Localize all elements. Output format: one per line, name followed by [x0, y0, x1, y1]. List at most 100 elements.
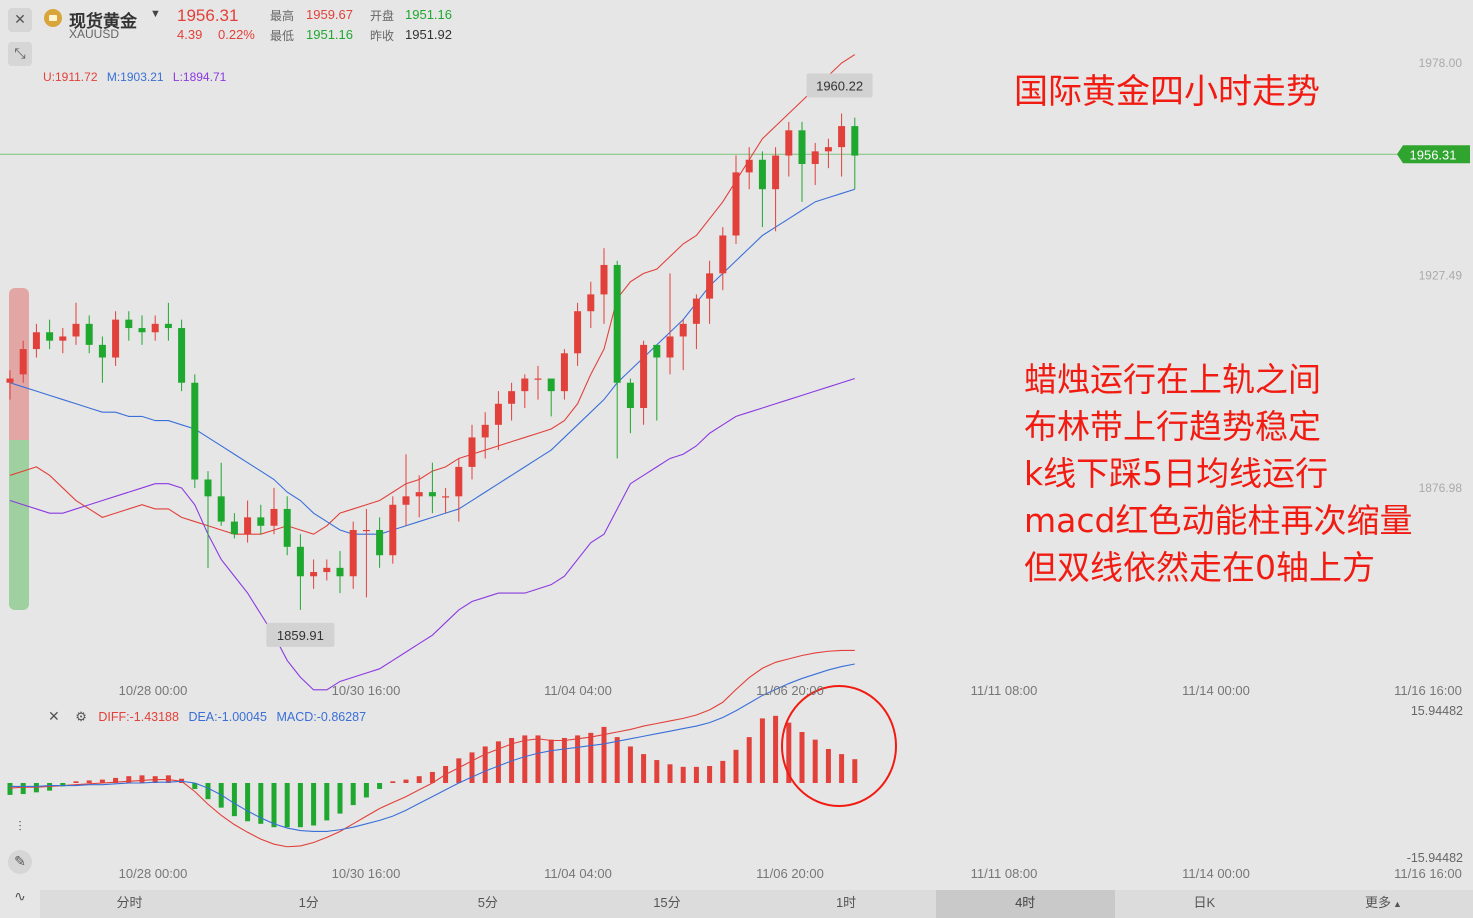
macd-histogram-bar [654, 760, 660, 783]
chevron-down-icon[interactable]: ▼ [150, 8, 161, 20]
close-icon[interactable]: ✕ [48, 708, 60, 724]
macd-x-axis-tick: 10/30 16:00 [332, 866, 401, 881]
macd-histogram-bar [693, 766, 699, 783]
candle-body [72, 323, 80, 337]
x-axis-tick: 11/06 20:00 [756, 683, 824, 698]
macd-dea-line [10, 663, 855, 833]
macd-histogram-bar [324, 783, 330, 821]
macd-x-axis-tick: 11/11 08:00 [971, 866, 1038, 881]
high-marker-label: 1960.22 [816, 78, 863, 93]
macd-histogram-bar [786, 722, 792, 783]
macd-histogram-bar [258, 783, 264, 824]
candle-body [772, 155, 780, 190]
candle-body [310, 572, 318, 577]
collapse-icon[interactable]: ⤡ [8, 42, 32, 66]
settings-icon[interactable]: ⚙ [75, 709, 87, 724]
line-chart-icon[interactable]: ∿ [14, 889, 26, 905]
tab-timeframe[interactable]: 1时 [835, 895, 857, 910]
macd-histogram-bar [601, 726, 607, 783]
candle-body [706, 273, 714, 299]
candle-body [85, 323, 93, 345]
candle-body [653, 344, 661, 358]
symbol-name[interactable]: 现货黄金 [69, 12, 137, 31]
macd-histogram-bar [733, 749, 739, 783]
macd-info: ✕ ⚙ DIFF:-1.43188 DEA:-1.00045 MACD:-0.8… [48, 708, 366, 725]
candle-body [521, 378, 529, 392]
candle-body [758, 159, 766, 190]
tab-timeframe[interactable]: 5分 [477, 895, 498, 910]
annotation-line: k线下踩5日均线运行 [1024, 454, 1329, 493]
tab-timeframe[interactable]: 分时 [116, 895, 143, 910]
open-label: 开盘 [370, 9, 395, 23]
candle-body [494, 403, 502, 425]
macd-histogram-bar [852, 759, 858, 783]
candle-body [151, 323, 159, 333]
tab-timeframe[interactable]: 日K [1193, 895, 1216, 910]
open-value: 1951.16 [405, 7, 452, 22]
macd-histogram-bar [720, 760, 726, 783]
candle-body [349, 529, 357, 577]
price-change: 4.39 [177, 27, 203, 42]
candle-body [481, 424, 489, 438]
candle-body [824, 147, 832, 152]
low-label: 最低 [270, 29, 295, 43]
candle-body [98, 344, 106, 358]
macd-histogram-bar [245, 783, 251, 822]
macd-x-axis-tick: 11/06 20:00 [756, 866, 824, 881]
candle-body [217, 496, 225, 522]
macd-histogram-bar [7, 783, 13, 795]
macd-histogram-bar [535, 735, 541, 783]
price-change-pct: 0.22% [218, 27, 255, 42]
macd-diff: DIFF:-1.43188 [98, 710, 179, 724]
candle-body [428, 492, 436, 497]
macd-histogram-bar [825, 749, 831, 783]
candle-body [692, 298, 700, 324]
macd-histogram-bar [99, 779, 105, 783]
macd-histogram-bar [416, 776, 422, 783]
candle-body [204, 479, 212, 497]
macd-histogram-bar [482, 746, 488, 783]
macd-histogram-bar [20, 783, 26, 795]
macd-histogram-bar [799, 732, 805, 783]
low-marker-box [266, 622, 335, 647]
x-axis-tick: 10/30 16:00 [332, 683, 401, 698]
high-value: 1959.67 [306, 7, 353, 22]
macd-histogram-bar [759, 718, 765, 783]
close-icon[interactable]: ✕ [8, 8, 32, 32]
symbol-code: XAUUSD [69, 27, 120, 41]
candle-body [270, 508, 278, 526]
macd-histogram-bar [561, 737, 567, 783]
macd-histogram-bar [363, 783, 369, 798]
draw-pencil-icon[interactable]: ✎ [8, 850, 32, 874]
current-price-label: 1956.31 [1410, 147, 1457, 162]
macd-histogram-bar [126, 776, 132, 783]
candlestick-chart[interactable]: 1960.22 1859.91 1978.00 1927.49 1876.98 1956… [0, 0, 1473, 890]
macd-histogram-bar [284, 783, 290, 828]
macd-histogram-bar [377, 783, 383, 789]
timeframe-bar: 分时 1分 5分 15分 1时 4时 日K 更多 ▲ [40, 890, 1473, 918]
annotation-line: 蜡烛运行在上轨之间 [1024, 360, 1321, 399]
macd-histogram-bar [456, 758, 462, 783]
tab-more[interactable]: 更多 ▲ [1294, 890, 1473, 918]
tab-timeframe[interactable]: 1分 [298, 895, 319, 910]
candle-body [336, 567, 344, 577]
macd-histogram-bar [680, 766, 686, 783]
candle-body [283, 508, 291, 547]
x-axis-tick: 10/28 00:00 [119, 683, 188, 698]
macd-histogram-bar [812, 739, 818, 783]
candle-body [257, 517, 265, 526]
macd-histogram-bar [575, 735, 581, 783]
tab-timeframe-active[interactable]: 4时 [935, 890, 1115, 918]
macd-histogram-bar [773, 715, 779, 783]
annotation-line: 布林带上行趋势稳定 [1024, 407, 1321, 446]
tab-timeframe[interactable]: 15分 [653, 895, 681, 910]
candle-body [626, 382, 634, 408]
candle-body [600, 264, 608, 295]
x-axis-tick: 11/11 08:00 [971, 683, 1038, 698]
sentiment-bull-bar [9, 288, 29, 440]
candle-body [402, 496, 410, 505]
indicator-icon[interactable]: ⫶ [18, 819, 22, 835]
candle-body [125, 319, 133, 329]
macd-histogram-bar [350, 783, 356, 806]
candle-body [415, 492, 423, 497]
